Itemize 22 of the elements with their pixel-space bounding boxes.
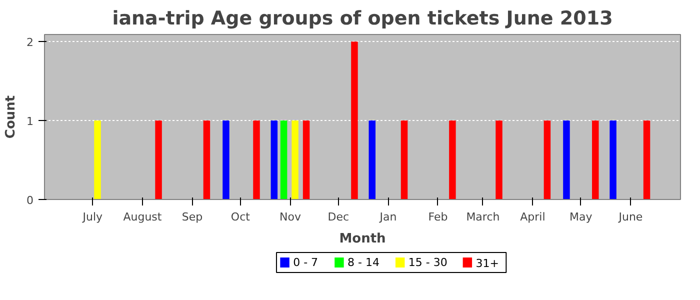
x-tick-label: Jan (378, 210, 397, 224)
y-tick-label: 2 (26, 36, 34, 50)
x-axis-title: Month (339, 232, 386, 246)
y-tick-label: 0 (26, 194, 34, 207)
y-axis-title: Count (4, 95, 18, 139)
x-tick-label: Nov (279, 210, 302, 224)
x-tick-label: March (466, 210, 500, 224)
x-tick-label: July (82, 210, 104, 224)
x-tick-label: April (520, 210, 546, 224)
legend-label: 0 - 7 (293, 256, 318, 269)
legend-label: 15 - 30 (408, 256, 448, 269)
x-tick-label: June (618, 210, 643, 224)
x-tick-label: May (570, 210, 593, 224)
legend-label: 31+ (476, 257, 499, 270)
x-tick-label: Sep (182, 210, 203, 224)
x-tick-label: Feb (428, 210, 448, 224)
legend-label: 8 - 14 (348, 256, 380, 269)
x-tick-label: Oct (230, 210, 251, 224)
chart-title: iana-trip Age groups of open tickets June 2013 (112, 8, 613, 30)
x-tick-label: Dec (328, 210, 350, 224)
y-tick-label: 1 (26, 115, 34, 128)
x-tick-label: August (123, 210, 162, 224)
